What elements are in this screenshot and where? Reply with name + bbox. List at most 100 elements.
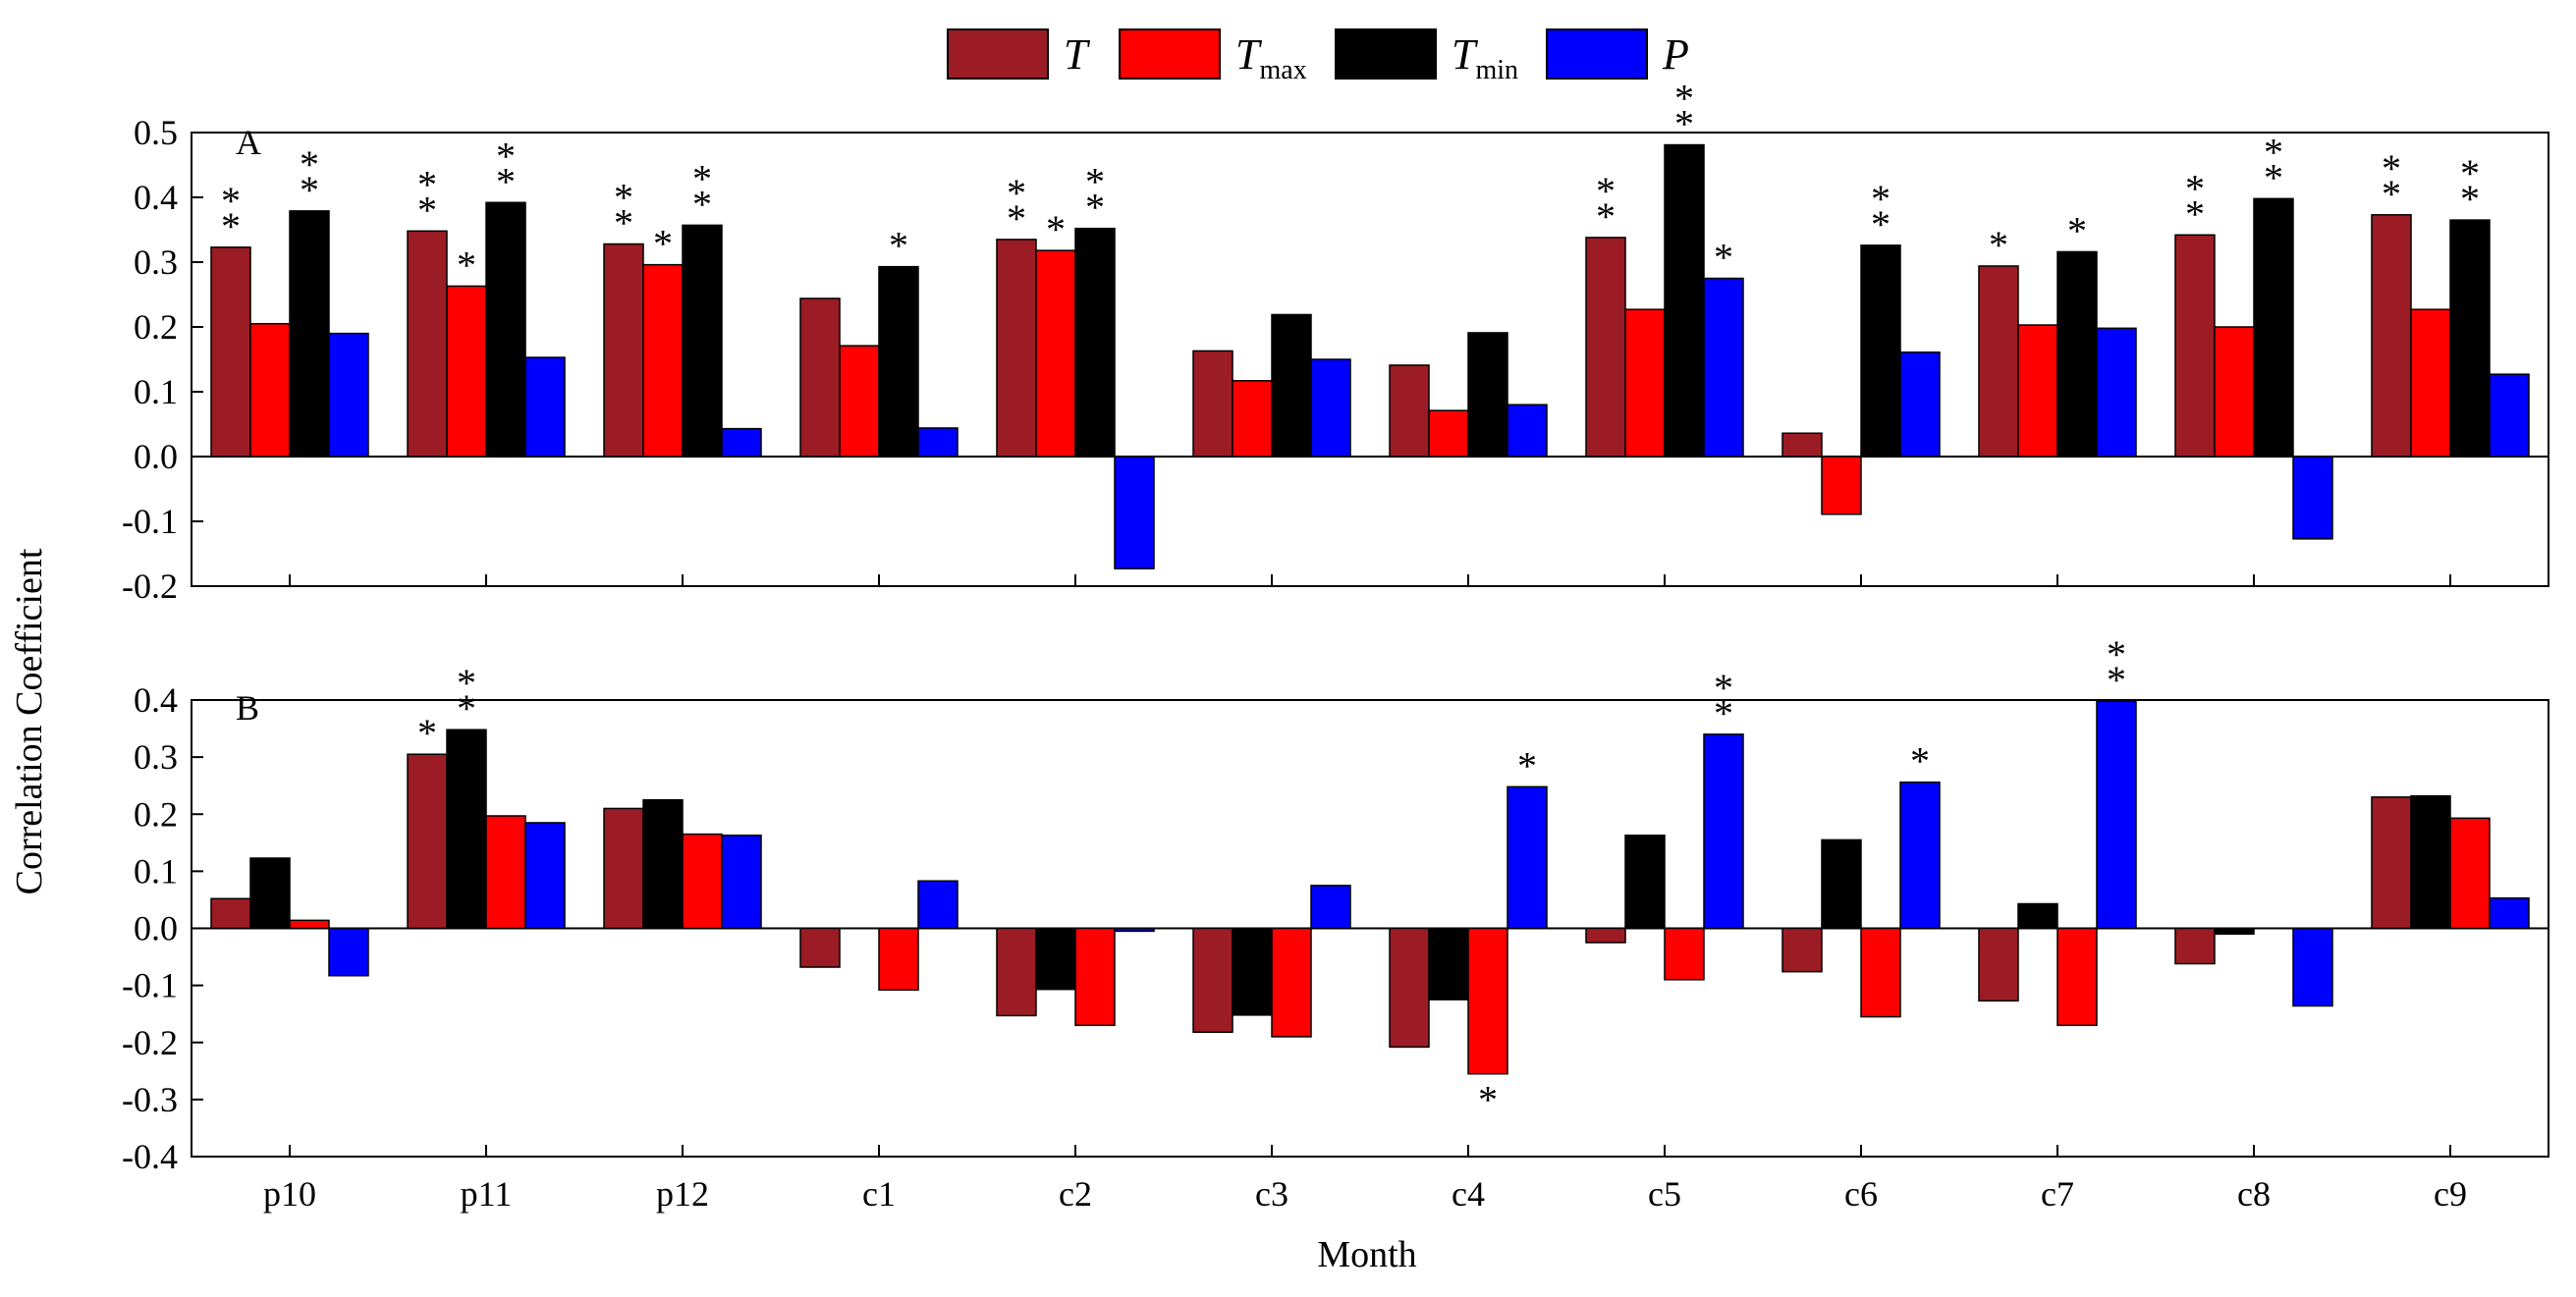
sig-mark-b-p-c4: * <box>1517 743 1537 787</box>
sig-mark-a-t-c8: * <box>2185 191 2205 236</box>
bar-b-t-c6 <box>1781 927 1823 973</box>
bar-a-t-p11 <box>407 230 448 458</box>
panel-b-y-tick-label: -0.1 <box>122 966 178 1005</box>
bar-a-tmin-c7 <box>2056 250 2098 458</box>
x-tick-label-p10: p10 <box>263 1174 316 1214</box>
bar-a-tmax-c8 <box>2214 326 2255 458</box>
sig-mark-a-tmin-c9: * <box>2460 177 2480 221</box>
bar-a-p-c3 <box>1310 358 1351 458</box>
bar-a-tmax-c7 <box>2017 324 2058 458</box>
bar-a-tmin-c6 <box>1860 244 1901 458</box>
bar-a-tmax-c6 <box>1821 456 1862 515</box>
sig-mark-b-tmax-c4: * <box>1478 1078 1498 1122</box>
x-tick-label-c7: c7 <box>2041 1174 2074 1214</box>
bar-a-p-c8 <box>2292 456 2333 540</box>
bar-a-p-c6 <box>1899 351 1941 458</box>
bar-b-t-c1 <box>799 927 841 968</box>
bar-b-t-p12 <box>603 807 644 930</box>
legend-swatch-p <box>1546 28 1648 80</box>
legend-swatch-t <box>947 28 1049 80</box>
bar-b-tmax-c2 <box>1074 927 1116 1027</box>
bar-b-tmax-c4 <box>1467 927 1508 1075</box>
bar-a-tmax-c1 <box>839 345 880 458</box>
bar-b-p-c5 <box>1703 733 1744 930</box>
bar-b-tmin-c3 <box>1232 927 1273 1016</box>
panel-a-y-tick-label: 0.4 <box>134 178 178 217</box>
bar-b-tmin-c7 <box>2017 902 2058 930</box>
bar-b-p-c7 <box>2096 700 2137 930</box>
bar-a-tmin-c4 <box>1467 332 1508 458</box>
bar-a-t-c8 <box>2174 234 2216 458</box>
sig-mark-a-t-p10: * <box>221 179 241 223</box>
sig-mark-b-tmin-p11: * <box>457 661 476 705</box>
bar-b-p-c1 <box>917 880 959 930</box>
bar-b-tmax-p10 <box>289 919 330 930</box>
legend-label-tmin: Tmin <box>1452 30 1518 85</box>
sig-mark-a-t-p12: * <box>614 176 633 220</box>
sig-mark-a-t-c2: * <box>1007 171 1026 215</box>
bar-a-tmin-c3 <box>1271 313 1312 458</box>
bar-a-t-c6 <box>1781 432 1823 458</box>
bar-a-p-c2 <box>1114 456 1155 569</box>
legend-label-t: T <box>1064 30 1091 79</box>
bar-b-tmax-p11 <box>485 815 526 930</box>
sig-mark-b-p-c5: * <box>1714 666 1733 710</box>
sig-mark-a-tmin-c6: * <box>1871 202 1891 246</box>
bar-a-t-c4 <box>1389 364 1430 458</box>
bar-a-t-c5 <box>1585 237 1626 458</box>
panel-a-y-tick-label: 0.1 <box>134 372 178 411</box>
bar-a-tmin-c1 <box>878 265 919 458</box>
sig-mark-b-p-c7: * <box>2107 632 2126 676</box>
bar-b-p-c9 <box>2489 896 2530 930</box>
bar-a-tmax-p11 <box>446 285 487 458</box>
bar-b-tmin-c2 <box>1035 927 1076 991</box>
legend-swatch-tmax <box>1119 28 1221 80</box>
bar-a-tmin-p12 <box>682 224 723 458</box>
sig-mark-a-tmin-c2: * <box>1085 186 1105 230</box>
bar-a-tmax-c3 <box>1232 380 1273 458</box>
sig-mark-a-tmin-p12: * <box>692 182 712 226</box>
bar-b-p-p10 <box>328 927 369 977</box>
bar-b-tmax-c9 <box>2449 817 2491 930</box>
bar-b-tmin-p10 <box>249 857 291 930</box>
panel-a-y-tick-label: 0.5 <box>134 113 178 152</box>
sig-mark-a-tmin-p10: * <box>300 142 319 187</box>
panel-b: 0.40.30.20.10.0-0.1-0.2-0.3-0.4*********… <box>122 632 2549 1176</box>
x-tick-label-c4: c4 <box>1452 1174 1485 1214</box>
panel-a-label: A <box>236 123 261 162</box>
x-tick-label-c3: c3 <box>1255 1174 1288 1214</box>
bar-b-t-p10 <box>210 897 251 930</box>
bar-b-p-p12 <box>721 835 762 930</box>
bar-a-p-c4 <box>1507 404 1548 458</box>
x-axis-title: Month <box>1317 1234 1416 1275</box>
bar-a-p-p10 <box>328 332 369 458</box>
sig-mark-a-t-p10: * <box>221 204 241 248</box>
legend-swatch-tmin <box>1335 28 1437 80</box>
sig-mark-a-t-c7: * <box>1989 223 2008 267</box>
bar-a-tmax-c4 <box>1428 409 1469 458</box>
panel-b-y-tick-label: 0.2 <box>134 794 178 834</box>
bar-a-t-c9 <box>2371 214 2412 458</box>
sig-mark-a-tmin-p11: * <box>496 159 516 203</box>
sig-mark-a-t-p12: * <box>614 201 633 245</box>
bar-a-t-c2 <box>996 239 1037 458</box>
bar-b-tmin-c5 <box>1624 835 1666 930</box>
sig-mark-a-tmin-p10: * <box>300 168 319 212</box>
bar-b-p-c4 <box>1507 785 1548 930</box>
sig-mark-a-tmax-p11: * <box>457 243 476 287</box>
bar-b-tmax-c5 <box>1664 927 1705 981</box>
sig-mark-a-p-c5: * <box>1714 236 1733 280</box>
sig-mark-a-tmin-c1: * <box>889 224 908 268</box>
bar-a-tmin-p11 <box>485 201 526 458</box>
panel-b-y-tick-label: -0.4 <box>122 1137 178 1176</box>
sig-mark-a-tmin-c6: * <box>1871 177 1891 221</box>
sig-mark-a-t-c9: * <box>2382 146 2401 190</box>
bar-b-t-c3 <box>1192 927 1233 1034</box>
bar-b-tmax-p12 <box>682 833 723 930</box>
sig-mark-a-tmin-c9: * <box>2460 151 2480 195</box>
sig-mark-a-tmin-p12: * <box>692 156 712 200</box>
sig-mark-a-tmin-c2: * <box>1085 160 1105 204</box>
bar-b-tmin-c9 <box>2410 794 2451 930</box>
x-tick-label-c9: c9 <box>2434 1174 2467 1214</box>
